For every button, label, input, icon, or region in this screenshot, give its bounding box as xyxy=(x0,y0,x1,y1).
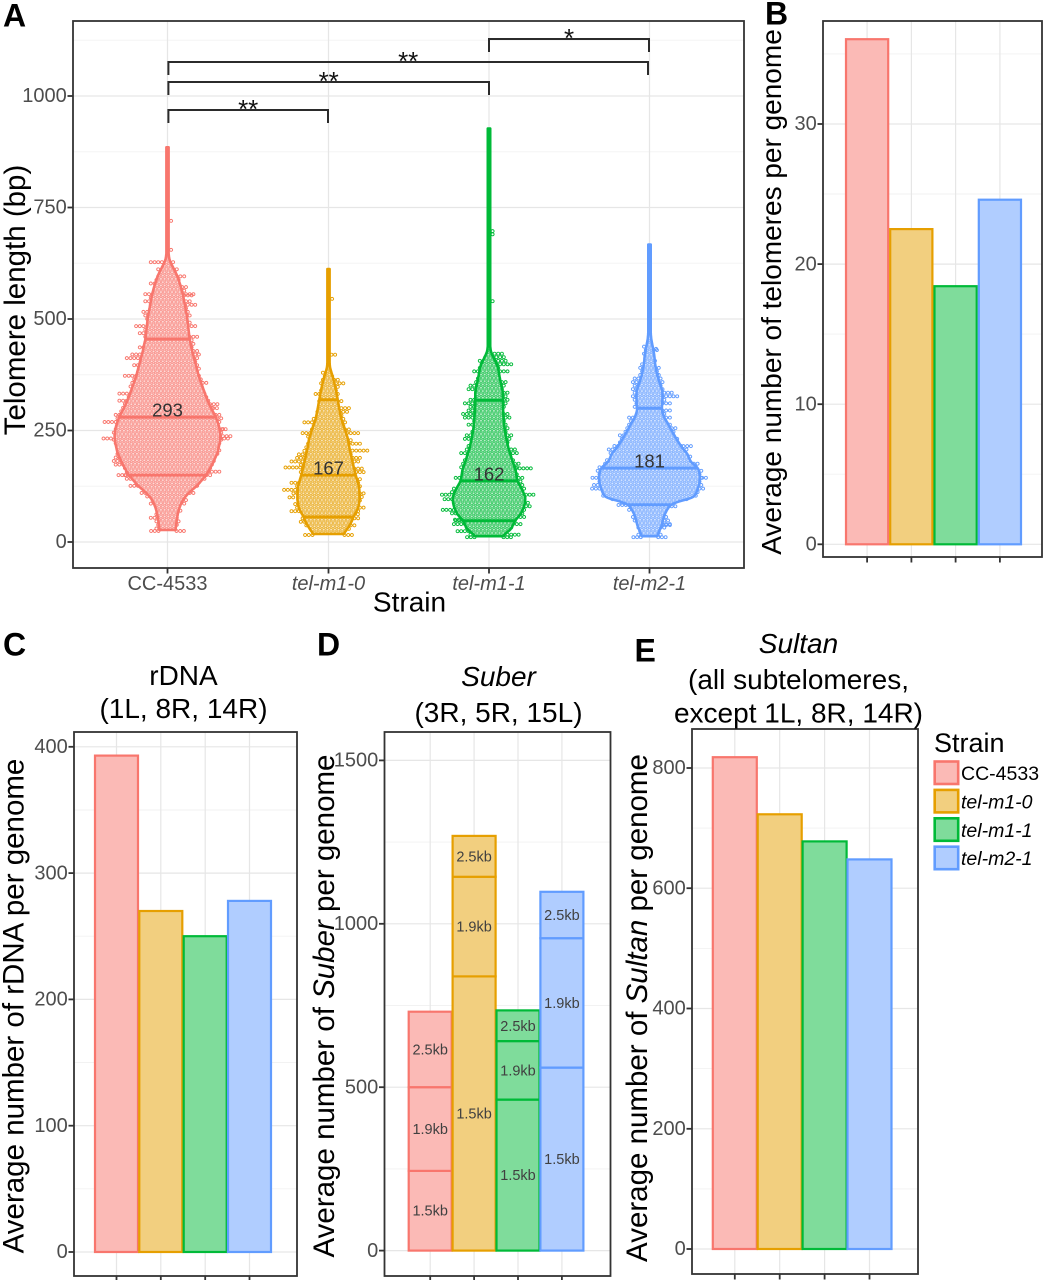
svg-text:rDNA: rDNA xyxy=(149,660,218,691)
svg-text:2.5kb: 2.5kb xyxy=(544,908,579,924)
svg-text:tel-m1-1: tel-m1-1 xyxy=(452,573,525,595)
svg-text:CC-4533: CC-4533 xyxy=(961,763,1039,785)
svg-text:300: 300 xyxy=(34,862,67,884)
svg-text:Telomere length (bp): Telomere length (bp) xyxy=(0,165,32,436)
svg-text:(all subtelomeres,: (all subtelomeres, xyxy=(688,664,909,695)
svg-text:250: 250 xyxy=(33,420,66,442)
svg-text:0: 0 xyxy=(57,1241,68,1263)
svg-text:750: 750 xyxy=(33,197,66,219)
svg-text:0: 0 xyxy=(56,531,67,553)
svg-text:1.9kb: 1.9kb xyxy=(456,920,491,936)
svg-text:2.5kb: 2.5kb xyxy=(500,1019,535,1035)
svg-text:Suber: Suber xyxy=(461,661,537,692)
svg-text:CC-4533: CC-4533 xyxy=(127,573,207,595)
svg-text:1.9kb: 1.9kb xyxy=(500,1063,535,1079)
svg-text:Strain: Strain xyxy=(373,587,446,618)
svg-text:0: 0 xyxy=(675,1238,686,1260)
svg-text:tel-m2-1: tel-m2-1 xyxy=(613,573,686,595)
svg-text:(3R, 5R, 15L): (3R, 5R, 15L) xyxy=(414,697,582,728)
svg-text:tel-m1-1: tel-m1-1 xyxy=(961,820,1033,842)
svg-text:0: 0 xyxy=(367,1240,378,1262)
svg-text:30: 30 xyxy=(795,113,817,135)
svg-text:200: 200 xyxy=(652,1118,685,1140)
svg-text:Average number of rDNA per gen: Average number of rDNA per genome xyxy=(0,759,31,1254)
svg-text:(1L, 8R, 14R): (1L, 8R, 14R) xyxy=(99,693,267,724)
svg-text:1.9kb: 1.9kb xyxy=(544,996,579,1012)
svg-text:1.5kb: 1.5kb xyxy=(456,1107,491,1123)
svg-text:10: 10 xyxy=(795,393,817,415)
svg-text:Strain: Strain xyxy=(934,728,1005,758)
svg-text:Average number of telomeres pe: Average number of telomeres per genome xyxy=(756,29,787,555)
svg-text:tel-m2-1: tel-m2-1 xyxy=(961,848,1033,870)
svg-text:1.5kb: 1.5kb xyxy=(412,1204,447,1220)
svg-text:1000: 1000 xyxy=(22,85,67,107)
svg-text:except 1L, 8R, 14R): except 1L, 8R, 14R) xyxy=(674,698,923,729)
svg-text:**: ** xyxy=(398,46,418,76)
svg-text:*: * xyxy=(564,23,574,53)
svg-text:600: 600 xyxy=(652,878,685,900)
svg-text:C: C xyxy=(3,627,26,663)
svg-text:293: 293 xyxy=(152,400,183,421)
svg-text:2.5kb: 2.5kb xyxy=(456,849,491,865)
svg-text:Sultan: Sultan xyxy=(759,628,838,659)
svg-text:2.5kb: 2.5kb xyxy=(412,1043,447,1059)
svg-text:1.5kb: 1.5kb xyxy=(544,1152,579,1168)
svg-text:400: 400 xyxy=(652,998,685,1020)
svg-text:800: 800 xyxy=(652,757,685,779)
svg-text:162: 162 xyxy=(474,463,505,484)
svg-text:tel-m1-0: tel-m1-0 xyxy=(292,573,365,595)
svg-text:A: A xyxy=(3,0,26,34)
svg-text:200: 200 xyxy=(34,989,67,1011)
svg-text:B: B xyxy=(765,0,788,32)
svg-text:500: 500 xyxy=(33,308,66,330)
svg-text:**: ** xyxy=(319,66,339,96)
svg-text:100: 100 xyxy=(34,1115,67,1137)
svg-text:D: D xyxy=(317,627,340,663)
svg-text:167: 167 xyxy=(313,458,344,479)
svg-text:**: ** xyxy=(238,94,258,124)
svg-text:E: E xyxy=(635,633,656,669)
svg-text:0: 0 xyxy=(806,534,817,556)
svg-text:Average number of Suber per ge: Average number of Suber per genome xyxy=(308,755,341,1258)
svg-text:1.5kb: 1.5kb xyxy=(500,1168,535,1184)
svg-text:1500: 1500 xyxy=(334,750,379,772)
svg-text:1.9kb: 1.9kb xyxy=(412,1122,447,1138)
svg-text:20: 20 xyxy=(795,253,817,275)
svg-text:181: 181 xyxy=(634,451,665,472)
svg-text:tel-m1-0: tel-m1-0 xyxy=(961,791,1033,813)
svg-text:500: 500 xyxy=(345,1076,378,1098)
svg-text:400: 400 xyxy=(34,736,67,758)
svg-text:1000: 1000 xyxy=(334,913,379,935)
svg-text:Average number of Sultan per g: Average number of Sultan per genome xyxy=(621,754,654,1262)
